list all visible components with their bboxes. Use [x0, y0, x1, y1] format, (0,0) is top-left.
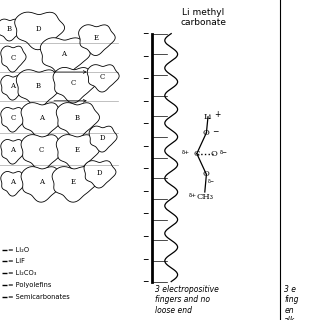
Text: Li: Li: [204, 113, 212, 121]
Text: −: −: [212, 127, 219, 136]
Text: C: C: [100, 73, 105, 81]
Text: +: +: [214, 110, 220, 119]
Polygon shape: [40, 38, 90, 75]
Text: δ−: δ−: [220, 150, 228, 155]
Text: −: −: [142, 29, 148, 38]
Text: O: O: [203, 170, 210, 179]
Text: O: O: [211, 149, 218, 157]
Polygon shape: [16, 70, 63, 107]
Polygon shape: [89, 126, 117, 152]
Text: C: C: [194, 149, 200, 157]
Polygon shape: [84, 161, 116, 188]
Text: −: −: [142, 74, 148, 83]
Polygon shape: [15, 12, 65, 50]
Text: A: A: [39, 114, 44, 122]
Text: A: A: [10, 82, 15, 90]
Polygon shape: [56, 135, 100, 170]
Text: = Li₂CO₃: = Li₂CO₃: [8, 270, 36, 276]
Polygon shape: [53, 68, 96, 103]
Polygon shape: [1, 140, 26, 164]
Text: −: −: [142, 232, 148, 241]
Text: A: A: [61, 51, 67, 59]
Polygon shape: [0, 19, 23, 41]
Text: D: D: [100, 134, 105, 141]
Text: C: C: [10, 114, 15, 122]
Text: C: C: [39, 146, 44, 154]
Text: E: E: [74, 146, 79, 154]
Text: Li methyl
carbonate: Li methyl carbonate: [180, 8, 226, 28]
Polygon shape: [56, 103, 100, 138]
Text: CH₃: CH₃: [196, 193, 213, 201]
Text: C: C: [10, 53, 15, 61]
Text: B: B: [7, 25, 12, 33]
Polygon shape: [21, 103, 64, 138]
Text: −: −: [142, 142, 148, 151]
Polygon shape: [87, 65, 119, 92]
Text: B: B: [74, 114, 79, 122]
Text: −: −: [142, 164, 148, 173]
Text: = Polyolefins: = Polyolefins: [8, 282, 52, 288]
Text: −: −: [142, 52, 148, 61]
Text: = Li₂O: = Li₂O: [8, 247, 29, 252]
Text: A: A: [10, 179, 15, 186]
Polygon shape: [1, 46, 26, 72]
Text: E: E: [93, 34, 99, 42]
Polygon shape: [21, 135, 64, 170]
Polygon shape: [21, 167, 64, 202]
Text: δ−: δ−: [208, 179, 215, 184]
Text: δ+: δ+: [182, 150, 190, 156]
Text: E: E: [71, 179, 76, 186]
Text: 3 electropositive
fingers and no
loose end: 3 electropositive fingers and no loose e…: [155, 285, 219, 315]
Text: −: −: [142, 119, 148, 128]
Text: 3 e
fing
en
alk: 3 e fing en alk: [284, 285, 299, 320]
Text: A: A: [10, 146, 15, 154]
Text: O: O: [203, 129, 210, 137]
Text: C: C: [71, 79, 76, 87]
Text: −: −: [142, 187, 148, 196]
Polygon shape: [1, 108, 26, 132]
Text: −: −: [142, 254, 148, 264]
Text: −: −: [142, 277, 148, 286]
Text: δ+: δ+: [189, 193, 197, 198]
Text: −: −: [142, 210, 148, 219]
Polygon shape: [1, 172, 26, 196]
Polygon shape: [79, 25, 115, 56]
Text: −: −: [142, 97, 148, 106]
Text: = LiF: = LiF: [8, 259, 25, 264]
Text: B: B: [36, 82, 41, 90]
Text: D: D: [36, 25, 41, 33]
Text: A: A: [39, 179, 44, 186]
Text: D: D: [96, 169, 102, 177]
Text: = Semicarbonates: = Semicarbonates: [8, 294, 70, 300]
Polygon shape: [52, 167, 97, 202]
Polygon shape: [1, 76, 26, 100]
